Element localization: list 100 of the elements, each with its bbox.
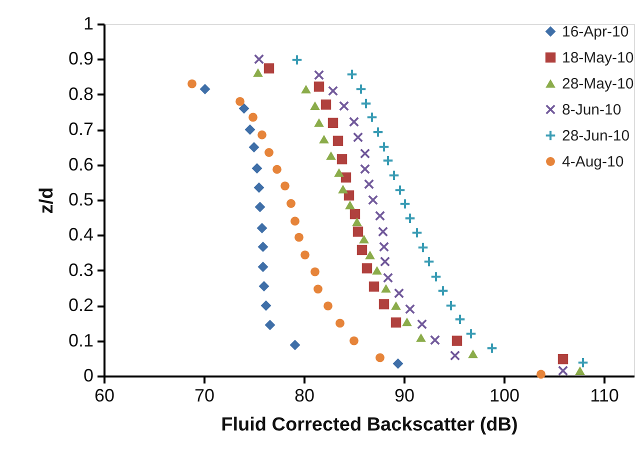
point (349, 117, 359, 127)
point (367, 112, 377, 122)
point (258, 242, 268, 252)
point (244, 124, 256, 135)
point (452, 336, 462, 346)
point (314, 118, 324, 127)
point (332, 136, 344, 146)
point (272, 164, 282, 174)
point (300, 250, 310, 260)
point (253, 68, 263, 77)
point (336, 154, 348, 164)
y-tick-label: 0.1 (68, 330, 94, 350)
point (394, 288, 404, 298)
legend-label: 16-Apr-10 (562, 24, 629, 40)
point (405, 304, 415, 314)
point (353, 132, 363, 142)
point (292, 55, 302, 65)
point (310, 267, 320, 276)
point (326, 151, 336, 160)
point (412, 228, 422, 238)
point (417, 319, 427, 330)
point (575, 366, 585, 376)
point (378, 226, 388, 236)
point (558, 354, 568, 364)
point (578, 358, 588, 368)
point (416, 333, 426, 342)
point (236, 96, 244, 106)
y-tick-label: 0.6 (68, 154, 94, 174)
point (258, 280, 270, 292)
x-tick-label: 70 (194, 386, 215, 406)
point (392, 358, 404, 369)
legend-label: 8-Jun-10 (562, 102, 622, 118)
point (430, 335, 440, 345)
legend-label: 28-Jun-10 (562, 128, 630, 144)
point (334, 168, 344, 177)
point (400, 199, 410, 209)
point (424, 256, 434, 266)
point (314, 70, 324, 80)
point (375, 211, 385, 221)
y-tick-label: 0.5 (68, 190, 94, 210)
point (359, 234, 369, 244)
point (405, 214, 415, 223)
point (314, 82, 324, 92)
point (254, 182, 264, 193)
point (260, 300, 272, 311)
point (455, 314, 465, 324)
point (356, 244, 368, 256)
point (395, 186, 405, 195)
point (264, 148, 274, 157)
point (362, 263, 372, 274)
point (350, 208, 360, 220)
point (310, 101, 320, 110)
point (365, 250, 375, 260)
point (373, 127, 383, 137)
point (328, 86, 338, 96)
x-tick-label: 60 (94, 386, 115, 406)
x-tick-label: 110 (590, 386, 619, 406)
point (466, 329, 476, 338)
point (389, 170, 399, 180)
point (324, 301, 332, 310)
point (361, 98, 371, 108)
point (347, 70, 357, 79)
point (446, 300, 456, 310)
point (254, 202, 266, 212)
y-tick-label: 0.2 (68, 295, 94, 316)
point (339, 101, 349, 111)
point (290, 340, 300, 350)
point (238, 103, 250, 114)
point (345, 200, 355, 210)
y-axis-title: z/d (36, 187, 58, 214)
point (258, 130, 266, 140)
point (338, 184, 348, 194)
point (383, 156, 393, 166)
x-tick-label: 80 (294, 386, 315, 406)
point (254, 54, 264, 64)
point (200, 84, 210, 94)
x-axis-title: Fluid Corrected Backscatter (dB) (221, 414, 518, 436)
point (368, 195, 378, 205)
legend-label: 4-Aug-10 (562, 154, 624, 170)
point (468, 350, 478, 358)
point (352, 218, 362, 226)
point (264, 63, 274, 74)
point (378, 299, 390, 310)
point (350, 336, 358, 346)
legend-label: 28-May-10 (562, 76, 634, 92)
point (372, 266, 382, 275)
point (248, 112, 258, 122)
point (379, 242, 389, 252)
point (431, 272, 441, 282)
point (368, 281, 380, 292)
point (286, 199, 296, 208)
point (391, 301, 401, 310)
x-tick-label: 100 (489, 386, 520, 406)
point (380, 256, 390, 266)
point (418, 242, 428, 252)
point (319, 134, 329, 144)
point (188, 79, 196, 88)
y-tick-label: 0.3 (68, 260, 94, 280)
point (248, 142, 260, 152)
point (360, 148, 370, 158)
